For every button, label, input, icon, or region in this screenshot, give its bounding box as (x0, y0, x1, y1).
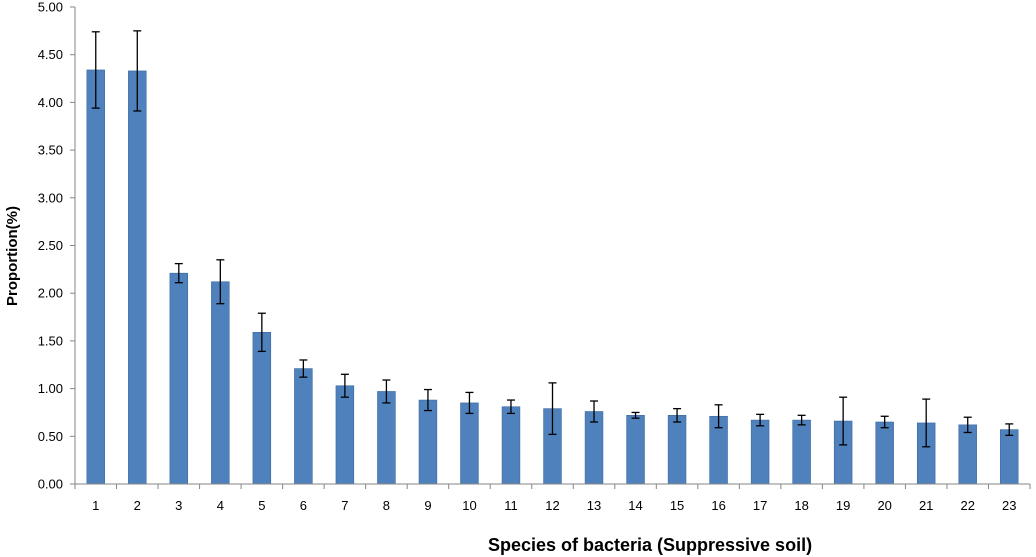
y-tick-label: 0.50 (38, 429, 63, 444)
error-bar-20 (880, 415, 889, 429)
bar-2 (128, 70, 147, 485)
x-tick-label: 19 (836, 498, 850, 513)
bar-3 (169, 272, 189, 485)
error-bar-1 (91, 31, 100, 109)
error-bar-19 (839, 396, 848, 446)
error-bar-21 (922, 398, 931, 448)
y-tick-label: 1.50 (38, 333, 63, 348)
error-bar-9 (423, 388, 432, 412)
error-bars-layer (91, 30, 1014, 448)
bar-9 (418, 399, 438, 485)
x-tick-label: 12 (545, 498, 559, 513)
error-bar-4 (216, 259, 225, 305)
error-bar-3 (174, 262, 183, 284)
bar-14 (626, 415, 645, 485)
x-tick-label: 20 (877, 498, 891, 513)
y-axis-title: Proportion(%) (4, 206, 21, 306)
error-bar-5 (257, 312, 266, 353)
error-bar-17 (756, 413, 765, 427)
x-tick-label: 13 (587, 498, 601, 513)
tick-labels-layer: 0.00 0.50 1.00 1.50 2.00 2.50 3.00 3.50 4.00 4.50… (38, 0, 1017, 513)
x-tick-label: 14 (628, 498, 642, 513)
y-tick-label: 3.00 (38, 190, 63, 205)
bar-20 (875, 421, 894, 485)
x-tick-label: 5 (258, 498, 265, 513)
bar-15 (667, 415, 687, 485)
bar-4 (211, 281, 230, 485)
bars-layer (86, 69, 1019, 485)
x-tick-label: 4 (217, 498, 224, 513)
y-tick-label: 0.00 (38, 477, 63, 492)
x-tick-label: 18 (794, 498, 808, 513)
x-tick-label: 17 (753, 498, 767, 513)
error-bar-2 (133, 30, 142, 112)
y-tick-label: 2.00 (38, 286, 63, 301)
x-tick-label: 11 (504, 498, 518, 513)
bar-23 (1000, 429, 1019, 485)
x-tick-label: 16 (711, 498, 725, 513)
bar-10 (460, 402, 479, 485)
error-bar-15 (673, 407, 682, 423)
bar-7 (335, 385, 355, 485)
error-bar-6 (299, 359, 308, 378)
bar-18 (792, 419, 811, 485)
y-tick-label: 4.50 (38, 47, 63, 62)
y-tick-label: 4.00 (38, 95, 63, 110)
x-tick-label: 6 (300, 498, 307, 513)
bar-8 (377, 391, 396, 485)
error-bar-22 (963, 416, 972, 434)
x-tick-label: 9 (424, 498, 431, 513)
x-tick-label: 3 (175, 498, 182, 513)
x-tick-label: 1 (92, 498, 99, 513)
x-tick-label: 23 (1002, 498, 1016, 513)
error-bar-18 (797, 414, 806, 426)
bar-17 (750, 419, 770, 485)
x-tick-label: 10 (462, 498, 476, 513)
x-tick-label: 7 (341, 498, 348, 513)
axes-layer (70, 6, 1031, 489)
error-bar-23 (1005, 423, 1014, 436)
error-bar-16 (714, 404, 723, 429)
x-tick-label: 21 (919, 498, 933, 513)
error-bar-13 (590, 400, 599, 423)
error-bar-11 (506, 399, 515, 415)
error-bar-12 (548, 382, 557, 436)
bar-5 (252, 332, 272, 485)
bar-6 (294, 368, 313, 485)
x-tick-label: 15 (670, 498, 684, 513)
y-tick-label: 5.00 (38, 0, 63, 15)
y-tick-label: 1.00 (38, 381, 63, 396)
y-tick-label: 2.50 (38, 238, 63, 253)
error-bar-10 (465, 391, 474, 415)
x-tick-label: 2 (134, 498, 141, 513)
bar-11 (501, 406, 521, 485)
bar-1 (86, 69, 105, 485)
error-bar-14 (631, 411, 640, 419)
error-bar-8 (382, 379, 391, 404)
x-tick-label: 22 (960, 498, 974, 513)
y-tick-label: 3.50 (38, 143, 63, 158)
error-bar-7 (340, 373, 349, 398)
x-tick-label: 8 (383, 498, 390, 513)
x-axis-title: Species of bacteria (Suppressive soil) (488, 535, 812, 555)
bar-22 (958, 424, 977, 485)
